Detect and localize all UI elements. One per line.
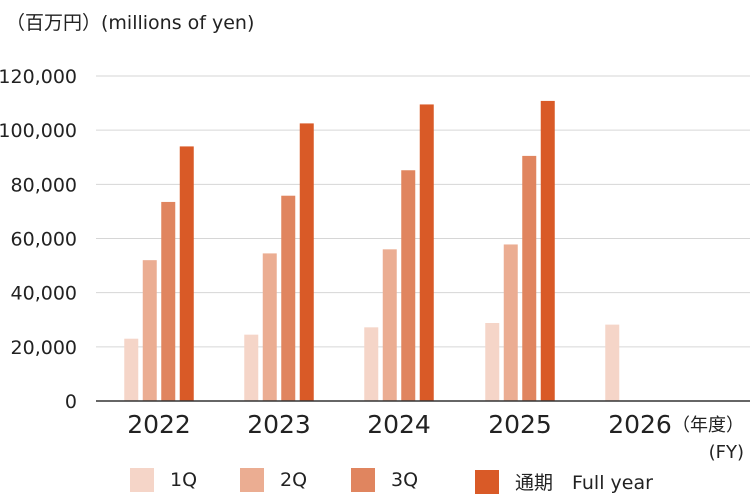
bar-2q-2023 <box>262 253 277 401</box>
bar--full-year-2025 <box>540 100 555 402</box>
bar-1q-2023 <box>244 334 259 401</box>
bar-1q-2024 <box>364 327 379 401</box>
bar-1q-2026 <box>605 324 620 401</box>
x-axis-unit-label: （年度） <box>672 415 744 436</box>
bar-3q-2022 <box>161 201 176 401</box>
bar--full-year-2022 <box>179 146 194 401</box>
legend-swatch-2q <box>240 468 264 492</box>
x-tick-label: 2023 <box>247 410 311 439</box>
bar-2q-2025 <box>503 244 518 401</box>
y-tick-label: 120,000 <box>0 66 77 88</box>
bar-chart: 0 20,000 40,000 60,000 80,000 100,000 120,000 2… <box>0 66 750 463</box>
bar--full-year-2023 <box>299 123 314 401</box>
bar-2q-2024 <box>382 249 397 401</box>
y-tick-label: 100,000 <box>0 120 77 142</box>
y-tick-label: 80,000 <box>11 174 77 196</box>
legend-swatch-3q <box>351 468 375 492</box>
bar-3q-2024 <box>401 170 416 401</box>
legend-label-full-year: 通期 Full year <box>515 472 653 494</box>
legend-label-3q: 3Q <box>391 469 419 491</box>
legend-label-2q: 2Q <box>280 469 308 491</box>
bar-3q-2023 <box>281 195 296 401</box>
legend-swatch-1q <box>130 468 154 492</box>
legend-item-3q: 3Q <box>351 468 418 492</box>
legend: 1Q 2Q 3Q 通期 Full year <box>130 468 730 494</box>
x-tick-label: 2022 <box>127 410 191 439</box>
legend-label-1q: 1Q <box>170 469 198 491</box>
bar-1q-2025 <box>485 323 500 401</box>
bar-2q-2022 <box>142 260 157 401</box>
y-tick-label: 60,000 <box>11 229 77 251</box>
unit-label: （百万円）(millions of yen) <box>6 12 255 34</box>
x-tick-label: 2026 <box>608 410 672 439</box>
bar-3q-2025 <box>522 155 537 401</box>
y-tick-label: 40,000 <box>11 283 77 305</box>
x-tick-label: 2024 <box>367 410 431 439</box>
x-axis-unit-label-en: (FY) <box>709 442 744 463</box>
legend-item-2q: 2Q <box>240 468 307 492</box>
y-tick-label: 0 <box>65 391 77 413</box>
legend-swatch-full-year <box>475 469 499 494</box>
bar-1q-2022 <box>124 338 139 401</box>
y-tick-label: 20,000 <box>11 337 77 359</box>
legend-item-full-year: 通期 Full year <box>475 468 653 495</box>
bar--full-year-2024 <box>419 104 434 401</box>
legend-item-1q: 1Q <box>130 468 197 492</box>
x-tick-label: 2025 <box>488 410 552 439</box>
